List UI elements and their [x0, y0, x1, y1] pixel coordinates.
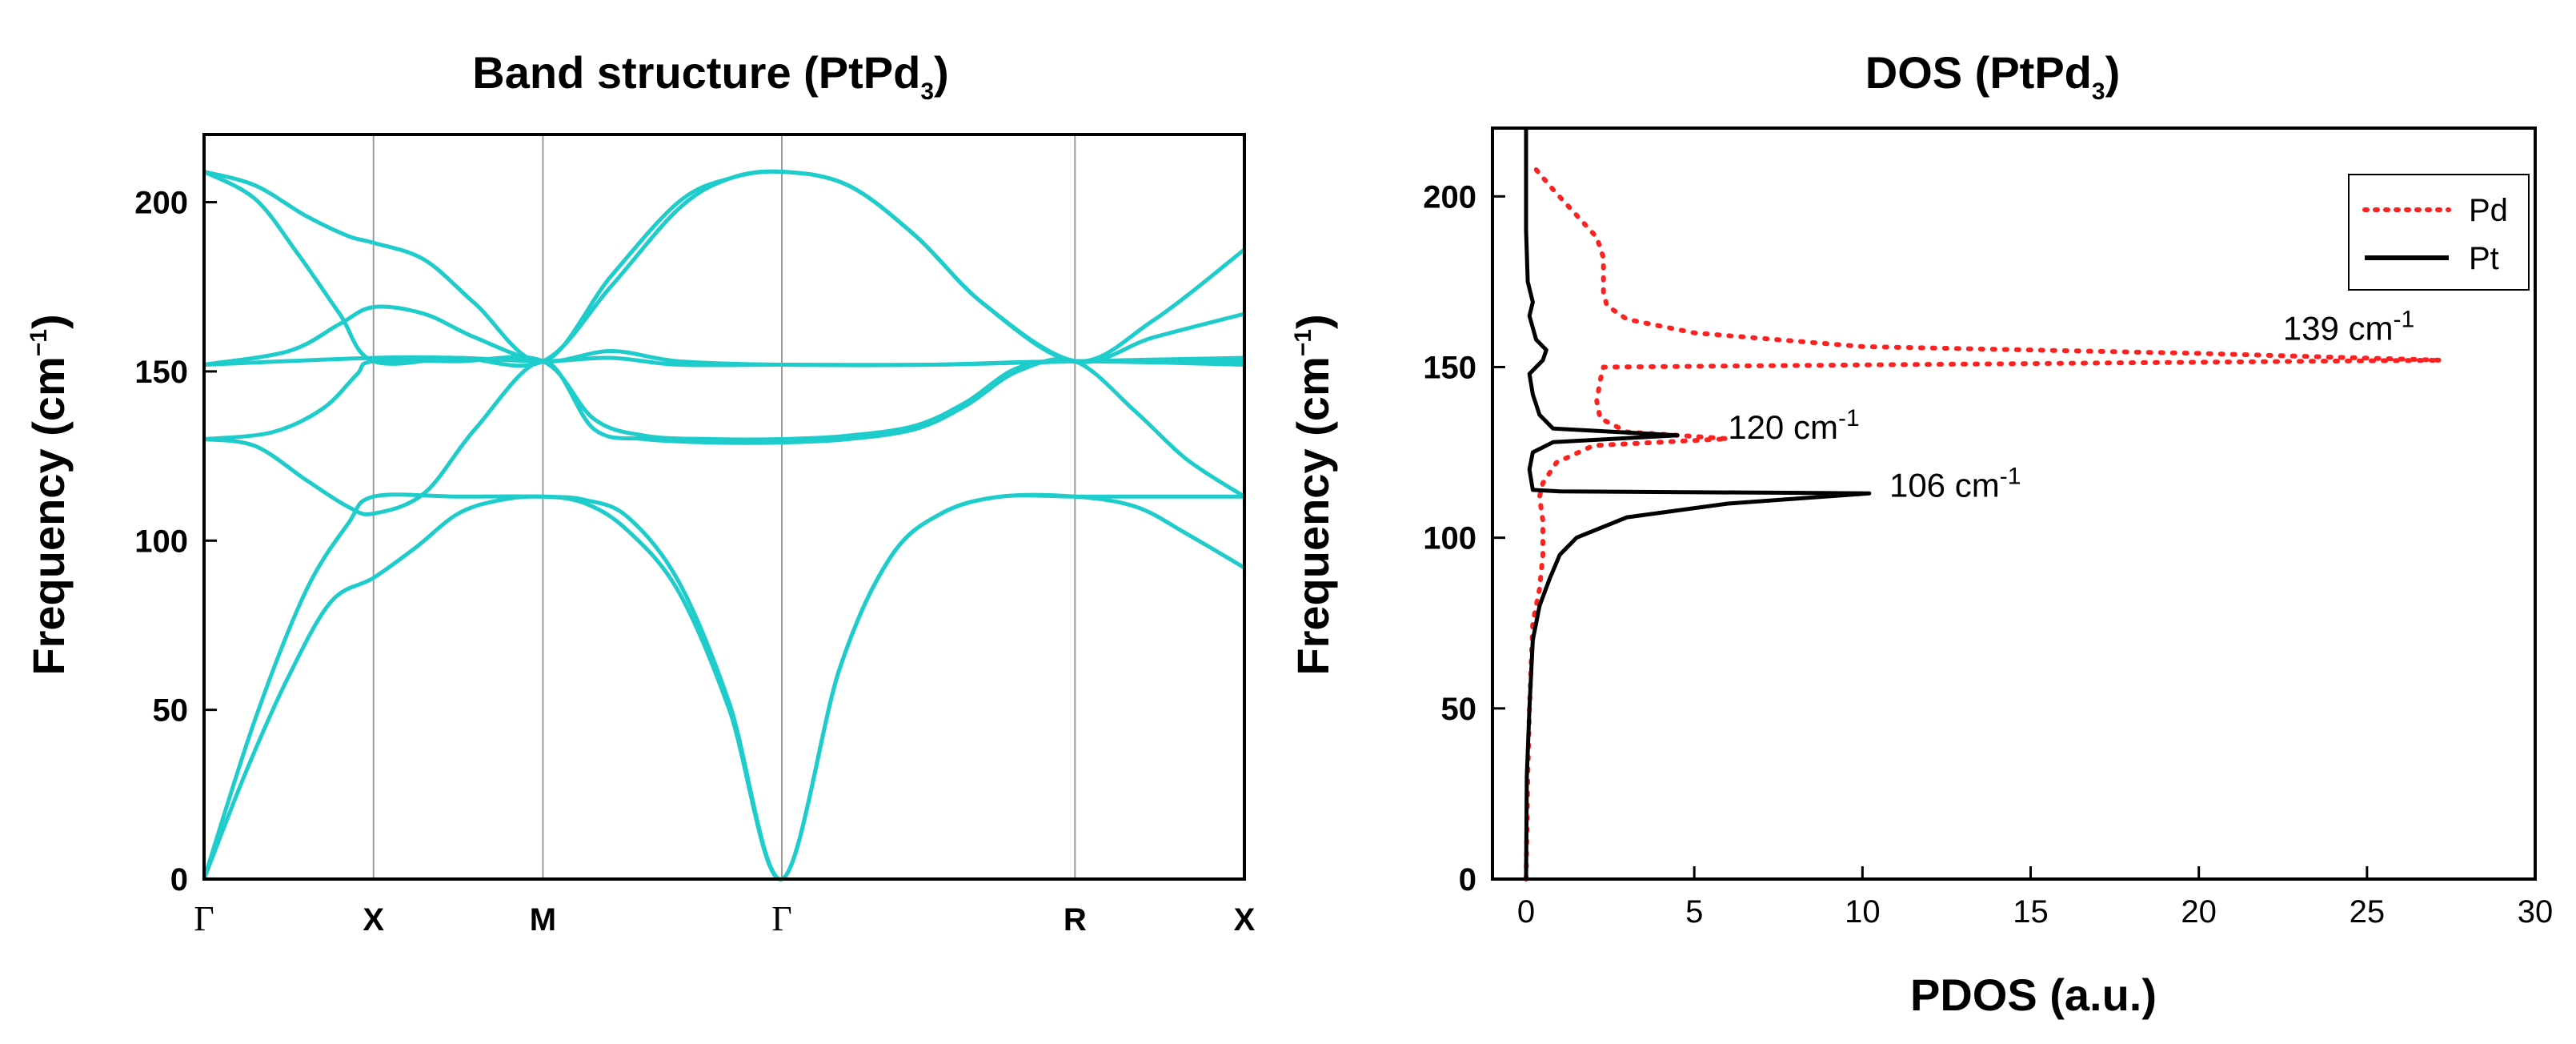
- dos-ylabel: Frequency (cm−1): [1288, 314, 1338, 675]
- band-y-ticks: 0 50 100 150 200: [134, 186, 217, 897]
- band-y-tick-label: 150: [134, 355, 188, 390]
- band-branch-optical-1: [203, 355, 1245, 442]
- band-lines: [202, 169, 1246, 881]
- dos-x-tick-label: 10: [1845, 894, 1881, 930]
- band-kpoint-label: R: [1064, 902, 1087, 938]
- dos-panel: DOS (PtPd3) Frequency (cm−1) PDOS (a.u.)…: [1288, 47, 2553, 1020]
- band-kpoint-label: Γ: [194, 899, 214, 938]
- dos-x-tick-label: 0: [1517, 894, 1535, 930]
- dos-plot-frame: [1491, 126, 2537, 881]
- band-title: Band structure (PtPd3): [472, 47, 948, 105]
- dos-y-tick-label: 50: [1441, 692, 1477, 727]
- band-kpoint-label: X: [363, 902, 384, 938]
- dos-y-tick-label: 200: [1423, 179, 1476, 215]
- legend-pt-label: Pt: [2469, 241, 2499, 276]
- dos-x-tick-label: 25: [2350, 894, 2386, 930]
- dos-lines: [1524, 128, 2444, 881]
- band-kpoint-label: X: [1234, 902, 1256, 938]
- dos-peak-annotation: 106 cm-1: [1889, 463, 2021, 504]
- band-y-tick-label: 50: [153, 693, 189, 729]
- band-plot-frame: [202, 133, 1246, 881]
- band-y-tick-label: 100: [134, 524, 188, 559]
- band-y-tick-label: 200: [134, 186, 188, 221]
- dos-series-pd: [1524, 163, 2444, 881]
- dos-peak-annotation: 120 cm-1: [1728, 405, 1859, 446]
- band-branch-acoustic-3: [203, 356, 1246, 516]
- dos-x-ticks: 0 5 10 15 20 25 30: [1517, 866, 2553, 930]
- band-kpoint-label: Γ: [771, 899, 791, 938]
- band-branch-acoustic-2: [202, 492, 1246, 881]
- dos-y-ticks: 0 50 100 150 200: [1423, 179, 1505, 897]
- dos-x-tick-label: 20: [2181, 894, 2217, 930]
- band-ylabel: Frequency (cm−1): [23, 314, 74, 675]
- dos-y-tick-label: 0: [1459, 862, 1476, 897]
- dos-legend: Pd Pt: [2348, 174, 2530, 291]
- band-branch-optical-4: [203, 169, 1246, 363]
- dos-y-tick-label: 150: [1423, 350, 1476, 385]
- band-kpoint-label: M: [530, 902, 556, 938]
- dos-y-tick-label: 100: [1423, 521, 1476, 556]
- dos-xlabel: PDOS (a.u.): [1910, 970, 2157, 1020]
- dos-series-pt: [1524, 128, 1872, 880]
- dos-x-tick-label: 30: [2518, 894, 2554, 930]
- legend-box: [2348, 174, 2530, 291]
- dos-annotations: 139 cm-1 120 cm-1 106 cm-1: [1728, 306, 2414, 504]
- dos-x-tick-label: 15: [2013, 894, 2049, 930]
- band-structure-panel: Band structure (PtPd3) Frequency (cm−1) …: [23, 47, 1256, 938]
- legend-pd-label: Pd: [2469, 193, 2508, 228]
- dos-title: DOS (PtPd3): [1865, 47, 2120, 105]
- band-branch-optical-5: [202, 169, 1245, 368]
- dos-peak-annotation: 139 cm-1: [2283, 306, 2414, 347]
- dos-x-tick-label: 5: [1685, 894, 1703, 930]
- band-y-tick-label: 0: [170, 862, 188, 897]
